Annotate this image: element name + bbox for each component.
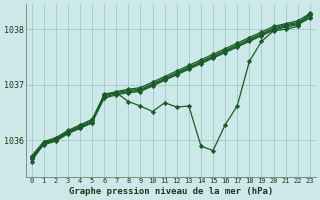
X-axis label: Graphe pression niveau de la mer (hPa): Graphe pression niveau de la mer (hPa): [68, 187, 273, 196]
